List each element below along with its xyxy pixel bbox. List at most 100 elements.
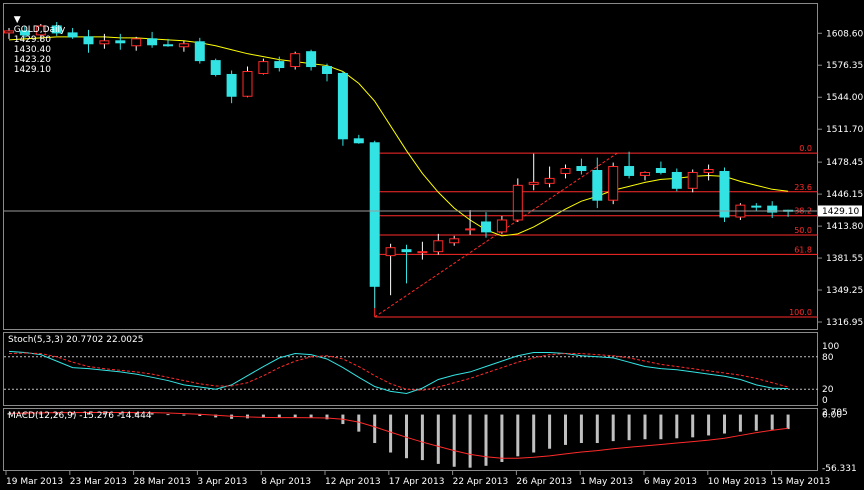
chart-header: ▼ GOLD,Daily 1429.80 1430.40 1423.20 142… bbox=[8, 5, 66, 75]
macd-histogram-bar bbox=[150, 413, 154, 415]
ma-polyline bbox=[8, 36, 789, 237]
stoch-main-line bbox=[8, 350, 789, 395]
stochastic-panel[interactable] bbox=[3, 332, 818, 406]
candle-bear bbox=[19, 30, 30, 36]
price-tick-label: 1511.70 bbox=[826, 125, 863, 135]
macd-histogram-bar bbox=[548, 414, 552, 449]
candle-bear bbox=[67, 32, 78, 38]
macd-histogram-bar bbox=[198, 414, 202, 416]
macd-histogram-bar bbox=[166, 414, 170, 416]
candle-bull bbox=[433, 240, 444, 253]
candle-bull bbox=[178, 43, 189, 48]
price-tick-label: 1478.45 bbox=[826, 158, 863, 168]
macd-histogram-bar bbox=[182, 414, 186, 416]
candle-bear bbox=[655, 168, 666, 173]
date-tick-label: 26 Apr 2013 bbox=[516, 477, 572, 487]
date-tick-label: 8 Apr 2013 bbox=[261, 477, 311, 487]
candlesticks bbox=[4, 22, 794, 309]
candle-bear bbox=[369, 142, 380, 287]
fib-level-label: 50.0 bbox=[794, 226, 812, 235]
date-axis: 19 Mar 2013 23 Mar 2013 28 Mar 2013 3 Apr 2… bbox=[5, 471, 831, 487]
fib-level-label: 100.0 bbox=[789, 308, 812, 317]
macd-histogram-bar bbox=[643, 414, 647, 440]
candle-bear bbox=[210, 60, 221, 75]
main-chart-panel[interactable] bbox=[3, 3, 818, 330]
macd-histogram-bar bbox=[595, 414, 599, 444]
ohlc-low: 1423.20 bbox=[13, 55, 51, 65]
macd-histogram-bar bbox=[23, 412, 27, 415]
candle-bull bbox=[131, 38, 142, 47]
macd-histogram-bar bbox=[102, 412, 106, 415]
date-tick-label: 10 May 2013 bbox=[708, 477, 767, 487]
ohlc-open: 1429.80 bbox=[13, 35, 51, 45]
macd-panel[interactable] bbox=[3, 408, 818, 471]
date-tick-label: 19 Mar 2013 bbox=[6, 477, 63, 487]
candle-bear bbox=[481, 221, 491, 233]
candle-bull bbox=[640, 171, 650, 176]
candle-bull bbox=[417, 251, 428, 254]
price-axis: 1608.60 1576.35 1544.00 1511.70 1478.45 1446.… bbox=[818, 29, 863, 328]
macd-histogram-bar bbox=[357, 414, 361, 432]
candle-bull bbox=[544, 177, 555, 184]
candle-bull bbox=[512, 184, 523, 221]
symbol-label: GOLD,Daily bbox=[13, 25, 66, 35]
candle-bear bbox=[163, 44, 173, 47]
candle-bear bbox=[194, 41, 205, 62]
price-tick-label: 1349.25 bbox=[826, 286, 863, 296]
date-tick-label: 23 Mar 2013 bbox=[70, 477, 127, 487]
macd-histogram-bar bbox=[516, 414, 520, 457]
date-tick-label: 6 May 2013 bbox=[644, 477, 697, 487]
candle-bear bbox=[274, 61, 285, 69]
candle-bull bbox=[687, 171, 698, 189]
price-tick-label: 1316.95 bbox=[826, 318, 863, 328]
date-tick-label: 15 May 2013 bbox=[772, 477, 831, 487]
fib-level-label: 23.6 bbox=[794, 183, 812, 192]
candle-bear bbox=[322, 66, 332, 74]
candle-bear bbox=[576, 166, 587, 171]
stoch-tick-label: 20 bbox=[822, 385, 834, 395]
date-tick-label: 3 Apr 2013 bbox=[197, 477, 247, 487]
macd-histogram-bar bbox=[325, 414, 329, 420]
ohlc-high: 1430.40 bbox=[13, 45, 51, 55]
price-tick-label: 1446.15 bbox=[826, 190, 863, 200]
candle-bear bbox=[751, 205, 762, 208]
macd-histogram-bar bbox=[389, 414, 393, 453]
current-price-label: 1429.10 bbox=[822, 207, 859, 217]
price-tick-label: 1413.80 bbox=[826, 222, 863, 232]
macd-histogram-bar bbox=[452, 414, 456, 467]
candle-bear bbox=[624, 166, 635, 176]
candle-bull bbox=[496, 219, 507, 233]
candle-bull bbox=[703, 169, 714, 173]
macd-header: MACD(12,26,9) -15.276 -14.444 bbox=[8, 411, 152, 421]
dropdown-triangle-icon[interactable]: ▼ bbox=[13, 15, 21, 25]
macd-histogram-bar bbox=[373, 414, 377, 444]
candle-bull bbox=[528, 181, 539, 185]
date-tick-label: 22 Apr 2013 bbox=[453, 477, 509, 487]
macd-histogram-bar bbox=[87, 412, 90, 415]
macd-tick-label: -56.331 bbox=[822, 464, 857, 474]
macd-histogram-bar bbox=[309, 414, 313, 418]
macd-histogram-bar bbox=[738, 414, 742, 432]
candle-bear bbox=[83, 36, 94, 45]
candle-bear bbox=[719, 170, 730, 218]
macd-tick-label: 2.705 bbox=[822, 408, 848, 418]
date-tick-label: 28 Mar 2013 bbox=[134, 477, 191, 487]
macd-histogram-bar bbox=[214, 414, 218, 418]
macd-histogram-bar bbox=[39, 412, 43, 415]
macd-histogram-bar bbox=[579, 414, 583, 444]
candle-bull bbox=[242, 70, 253, 97]
date-tick-label: 12 Apr 2013 bbox=[325, 477, 381, 487]
stochastic-header: Stoch(5,3,3) 20.7702 22.0025 bbox=[8, 335, 144, 345]
candle-bear bbox=[767, 205, 778, 213]
candle-bear bbox=[353, 138, 364, 144]
macd-histogram-bar bbox=[754, 414, 758, 431]
macd-histogram-bar bbox=[786, 414, 790, 430]
macd-histogram-bar bbox=[564, 414, 567, 445]
macd-histogram-bar bbox=[293, 414, 297, 418]
candle-bull bbox=[290, 53, 301, 68]
macd-histogram-bar bbox=[627, 414, 631, 441]
stoch-signal-line bbox=[8, 352, 789, 391]
